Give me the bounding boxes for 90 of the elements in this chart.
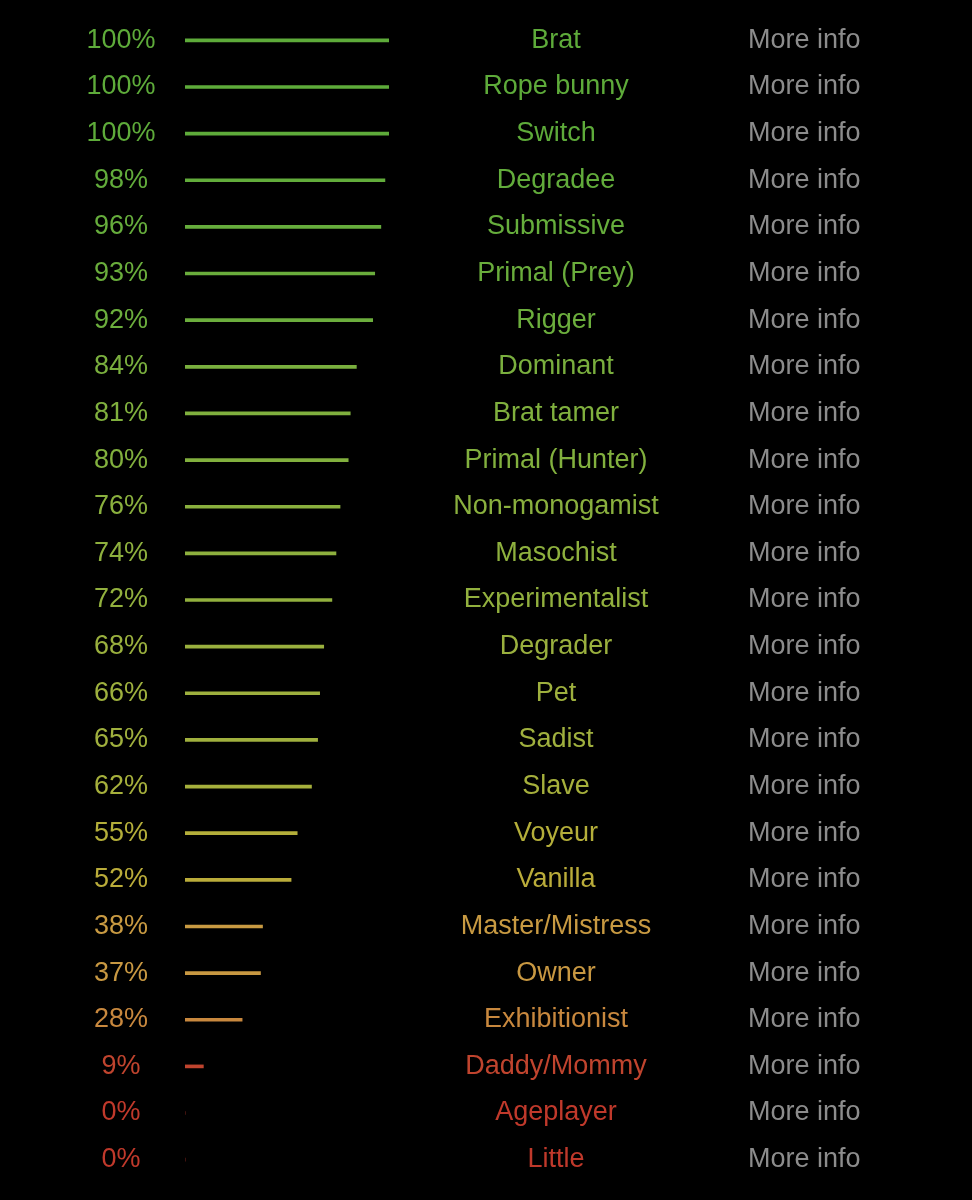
bar	[185, 971, 261, 975]
text: More info	[748, 163, 861, 194]
y-tick-label: Non-monogamist	[453, 490, 660, 521]
y-tick-label: Primal (Hunter)	[464, 443, 648, 474]
data-label: 100%	[86, 117, 156, 148]
bar	[185, 598, 333, 602]
data-label: 96%	[93, 210, 149, 241]
bar	[185, 318, 374, 322]
bar	[185, 878, 292, 882]
bar	[185, 831, 298, 836]
y-tick-label: Switch	[516, 117, 596, 148]
data-label: 0%	[101, 1096, 141, 1127]
bar	[185, 458, 349, 462]
text: More info	[748, 583, 861, 614]
bar	[185, 504, 341, 509]
data-label: 72%	[93, 583, 149, 614]
y-tick-label: Dominant	[498, 350, 615, 381]
data-label: 98%	[93, 163, 149, 194]
text: More info	[748, 863, 861, 894]
data-label: 68%	[93, 630, 149, 661]
text: More info	[748, 443, 861, 474]
data-label: 92%	[93, 303, 149, 334]
text: More info	[748, 536, 861, 567]
data-label: 55%	[93, 816, 149, 847]
data-label: 0%	[101, 1143, 141, 1174]
bar	[185, 225, 382, 229]
y-tick-label: Experimentalist	[463, 583, 649, 614]
data-label: 100%	[86, 70, 156, 101]
y-tick-label: Master/Mistress	[460, 909, 652, 940]
text: More info	[748, 23, 861, 54]
text: More info	[748, 676, 861, 707]
y-tick-label: Brat tamer	[492, 396, 620, 427]
y-tick-label: Rigger	[516, 303, 596, 334]
data-label: 38%	[93, 909, 149, 940]
data-label: 93%	[93, 256, 149, 287]
text: More info	[748, 816, 861, 847]
data-label: 28%	[93, 1003, 149, 1034]
y-tick-label: Masochist	[495, 536, 618, 567]
text: More info	[748, 1096, 861, 1127]
bar	[185, 691, 320, 696]
bar	[185, 1017, 243, 1022]
data-label: 76%	[93, 490, 149, 521]
data-label: 37%	[93, 956, 149, 987]
text: More info	[748, 210, 861, 241]
y-tick-label: Pet	[535, 676, 577, 707]
data-label: 62%	[93, 770, 149, 801]
text: More info	[748, 70, 861, 101]
data-label: 80%	[93, 443, 149, 474]
data-label: 84%	[93, 350, 149, 381]
y-tick-label: Brat	[531, 23, 582, 54]
data-label: 9%	[101, 1049, 141, 1080]
y-tick-label: Slave	[522, 770, 590, 801]
text: More info	[748, 396, 861, 427]
text: More info	[748, 1003, 861, 1034]
y-tick-label: Exhibitionist	[483, 1003, 629, 1034]
data-label: 74%	[93, 536, 149, 567]
bar	[185, 38, 389, 43]
y-tick-label: Owner	[516, 956, 596, 987]
data-label: 52%	[93, 863, 149, 894]
text: More info	[748, 909, 861, 940]
y-tick-label: Rope bunny	[483, 70, 630, 101]
text: More info	[748, 256, 861, 287]
y-tick-label: Degrader	[499, 630, 613, 661]
y-tick-label: Voyeur	[513, 816, 599, 847]
data-label: 66%	[93, 676, 149, 707]
text: More info	[748, 1049, 861, 1080]
text: More info	[748, 630, 861, 661]
data-label: 100%	[86, 23, 156, 54]
bar	[185, 738, 318, 742]
data-label: 65%	[93, 723, 149, 754]
bar	[185, 85, 389, 89]
bar	[185, 364, 357, 369]
text: More info	[748, 1143, 861, 1174]
y-tick-label: Ageplayer	[495, 1096, 617, 1127]
y-tick-label: Sadist	[518, 723, 595, 754]
y-tick-label: Vanilla	[516, 863, 597, 894]
text: More info	[748, 956, 861, 987]
text: More info	[748, 350, 861, 381]
y-tick-label: Primal (Prey)	[477, 256, 635, 287]
text: More info	[748, 770, 861, 801]
text: More info	[748, 303, 861, 334]
y-tick-label: Submissive	[486, 210, 626, 241]
bar	[185, 178, 386, 183]
text: More info	[748, 117, 861, 148]
data-label: 81%	[93, 396, 149, 427]
y-tick-label: Degradee	[496, 163, 616, 194]
text: More info	[748, 490, 861, 521]
text: More info	[748, 723, 861, 754]
y-tick-label: Daddy/Mommy	[465, 1049, 648, 1080]
y-tick-label: Little	[527, 1143, 585, 1174]
